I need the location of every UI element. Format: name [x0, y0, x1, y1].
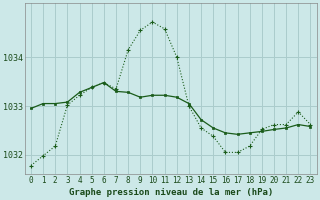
X-axis label: Graphe pression niveau de la mer (hPa): Graphe pression niveau de la mer (hPa) — [68, 188, 273, 197]
